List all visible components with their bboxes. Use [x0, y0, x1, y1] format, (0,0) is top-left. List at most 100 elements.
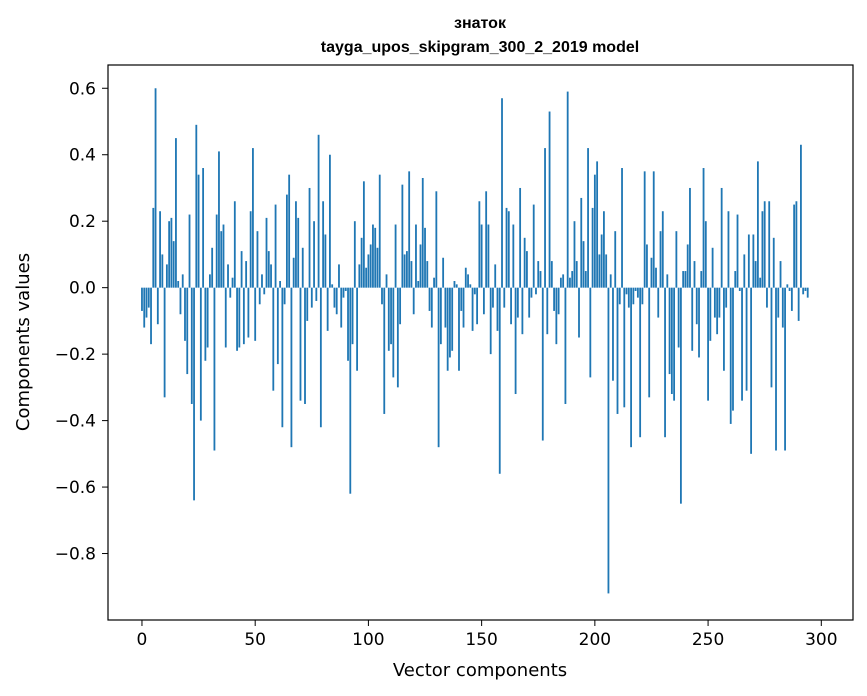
bar-210: [616, 287, 619, 414]
bar-147: [473, 287, 476, 295]
bar-146: [471, 287, 474, 331]
bar-141: [460, 287, 463, 311]
bar-33: [215, 214, 218, 288]
bar-218: [634, 287, 637, 291]
bar-195: [582, 241, 585, 288]
bar-217: [632, 287, 635, 305]
bar-206: [607, 287, 610, 594]
bar-48: [249, 211, 252, 288]
bar-132: [439, 287, 442, 345]
bar-52: [258, 287, 261, 305]
bar-209: [614, 231, 617, 288]
bar-24: [195, 124, 198, 288]
bar-291: [800, 144, 802, 288]
bar-106: [381, 287, 383, 305]
bar-247: [700, 271, 703, 288]
bar-94: [353, 221, 356, 288]
bar-49: [252, 148, 254, 288]
bar-27: [202, 168, 205, 288]
bar-77: [315, 287, 318, 301]
bar-56: [267, 251, 270, 288]
bar-212: [621, 168, 623, 288]
x-tick-label: 100: [352, 630, 384, 650]
bar-153: [487, 224, 490, 288]
bar-259: [727, 211, 730, 288]
bar-122: [417, 281, 420, 288]
bar-73: [306, 287, 309, 321]
bar-111: [392, 287, 395, 378]
bar-30: [208, 274, 211, 288]
bar-7: [156, 287, 159, 325]
bar-81: [324, 234, 327, 288]
bar-95: [356, 287, 358, 371]
bar-279: [772, 237, 775, 288]
bar-238: [679, 287, 682, 504]
bar-202: [598, 254, 601, 288]
bar-152: [485, 191, 488, 288]
bar-208: [612, 287, 614, 381]
bar-271: [754, 261, 757, 288]
bar-205: [605, 254, 608, 288]
x-axis-label: Vector components: [393, 660, 567, 681]
bar-254: [716, 287, 719, 335]
bar-241: [686, 244, 689, 288]
bar-61: [279, 281, 282, 288]
bar-180: [548, 111, 551, 288]
bar-157: [496, 287, 499, 331]
bar-250: [707, 287, 709, 401]
bar-149: [478, 201, 481, 288]
bar-4: [150, 287, 152, 345]
bar-37: [224, 287, 227, 348]
bar-293: [804, 287, 807, 291]
bar-123: [419, 244, 422, 288]
bar-70: [299, 287, 302, 401]
bar-46: [245, 261, 248, 288]
bar-3: [147, 287, 150, 308]
bar-243: [691, 287, 694, 351]
bar-25: [197, 174, 200, 288]
bar-248: [702, 168, 705, 288]
bar-107: [383, 287, 386, 414]
bar-34: [218, 151, 220, 288]
bar-242: [689, 187, 691, 288]
bar-207: [609, 274, 612, 288]
bar-82: [326, 287, 329, 331]
bar-110: [390, 287, 392, 345]
bar-263: [736, 214, 739, 288]
bar-216: [630, 287, 632, 448]
bar-266: [743, 254, 746, 288]
bar-236: [675, 231, 678, 288]
bar-90: [344, 287, 347, 291]
bar-63: [283, 287, 286, 305]
bar-40: [231, 277, 234, 288]
bar-120: [412, 287, 415, 315]
bar-5: [152, 207, 155, 288]
bar-198: [589, 287, 592, 378]
bar-215: [627, 287, 630, 308]
bar-200: [593, 174, 596, 288]
bar-10: [163, 287, 166, 398]
bar-192: [575, 261, 578, 288]
x-tick-label: 50: [244, 630, 266, 650]
bar-201: [596, 161, 599, 288]
bar-172: [530, 287, 533, 298]
bar-273: [759, 277, 762, 288]
bar-87: [338, 264, 340, 288]
bar-286: [788, 287, 791, 291]
y-tick-label: −0.6: [55, 478, 96, 498]
bar-225: [650, 257, 653, 288]
y-axis-ticks: 0.6 0.4 0.2 0.0 −0.2 −0.4 −0.6 −0.8: [55, 79, 108, 565]
y-tick-label: −0.2: [55, 345, 96, 365]
plot-area-frame: [107, 64, 854, 621]
bar-211: [618, 287, 621, 305]
bar-19: [184, 287, 186, 341]
bar-170: [526, 251, 528, 288]
bar-148: [476, 287, 479, 325]
bar-270: [752, 234, 755, 288]
bar-214: [625, 287, 628, 295]
bar-226: [652, 171, 655, 288]
bar-138: [453, 281, 456, 288]
bar-97: [360, 237, 363, 288]
bar-134: [444, 287, 447, 328]
bar-265: [741, 287, 743, 401]
